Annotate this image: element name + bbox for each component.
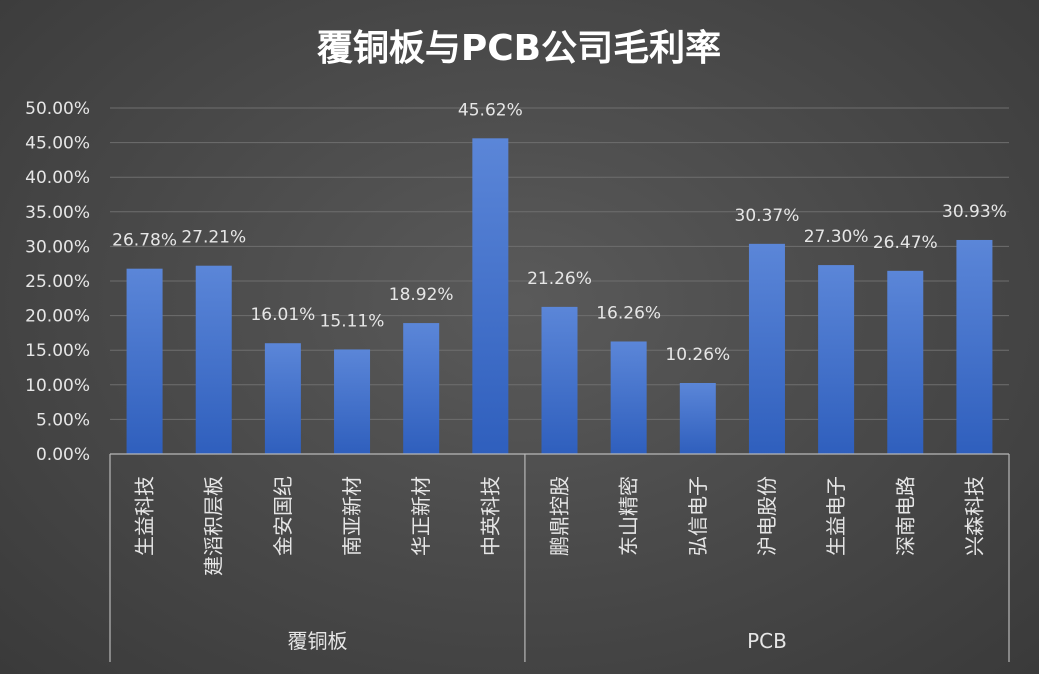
y-tick-label: 45.00%: [25, 134, 90, 154]
y-tick-label: 15.00%: [25, 341, 90, 361]
x-tick-label: 金安国纪: [271, 476, 295, 556]
group-label: 覆铜板: [287, 629, 347, 653]
data-label: 30.93%: [942, 202, 1007, 222]
bar: [887, 270, 924, 454]
bar: [748, 243, 785, 454]
x-tick-label: 华正新材: [409, 476, 433, 556]
group-label: PCB: [747, 629, 787, 653]
data-labels: 26.78% 27.21% 16.01% 15.11%18.92% 45.62% 21.2…: [112, 100, 1007, 365]
x-tick-label: 东山精密: [617, 476, 641, 556]
data-label: 27.30%: [804, 227, 869, 247]
y-tick-label: 20.00%: [25, 307, 90, 327]
y-tick-label: 0.00%: [36, 445, 90, 465]
bar: [818, 265, 855, 454]
data-label: 26.78%: [112, 231, 177, 251]
chart-title: 覆铜板与PCB公司毛利率: [317, 28, 721, 69]
bar: [679, 383, 716, 454]
bar: [334, 349, 371, 454]
data-label: 15.11%: [320, 311, 385, 331]
bar: [126, 268, 163, 454]
y-tick-label: 50.00%: [25, 99, 90, 119]
x-tick-label: 建滔积层板: [202, 476, 226, 576]
bar: [610, 341, 647, 454]
x-tick-label: 生益电子: [824, 476, 848, 556]
data-label: 27.21%: [181, 228, 246, 248]
y-tick-label: 25.00%: [25, 272, 90, 292]
bar: [264, 343, 301, 454]
data-label: 30.37%: [735, 206, 800, 226]
group-labels: 覆铜板 PCB: [287, 629, 786, 653]
y-tick-label: 35.00%: [25, 203, 90, 223]
x-tick-label: 深南电路: [893, 476, 917, 556]
x-tick-label: 弘信电子: [686, 476, 710, 556]
y-tick-label: 5.00%: [36, 410, 90, 430]
data-label: 21.26%: [527, 269, 592, 289]
x-tick-label: 生益科技: [133, 476, 157, 556]
bar: [956, 239, 993, 454]
data-label: 10.26%: [665, 345, 730, 365]
x-tick-label: 南亚新材: [340, 476, 364, 556]
data-label: 18.92%: [389, 285, 454, 305]
y-axis-ticks: 0.00% 5.00% 10.00% 15.00% 20.00% 25.00% 30.00%…: [25, 99, 90, 465]
x-tick-label: 沪电股份: [755, 476, 779, 556]
bar: [403, 323, 440, 454]
bar: [195, 265, 232, 454]
bars: [126, 138, 993, 454]
x-tick-label: 兴森科技: [962, 476, 986, 556]
x-axis-labels: 生益科技 建滔积层板 金安国纪 南亚新材 华正新材 中英科技 鹏鼎控股 东山精密 弘信电子 沪电股…: [133, 476, 987, 576]
x-tick-label: 中英科技: [478, 476, 502, 556]
data-label: 16.26%: [596, 303, 661, 323]
x-tick-label: 鹏鼎控股: [548, 476, 572, 556]
y-tick-label: 10.00%: [25, 376, 90, 396]
bar: [541, 306, 578, 454]
bar: [472, 138, 509, 454]
x-axis: [109, 453, 1010, 662]
y-tick-label: 40.00%: [25, 168, 90, 188]
data-label: 26.47%: [873, 233, 938, 253]
data-label: 45.62%: [458, 100, 523, 120]
y-tick-label: 30.00%: [25, 237, 90, 257]
gridlines: [110, 107, 1009, 420]
data-label: 16.01%: [250, 305, 315, 325]
